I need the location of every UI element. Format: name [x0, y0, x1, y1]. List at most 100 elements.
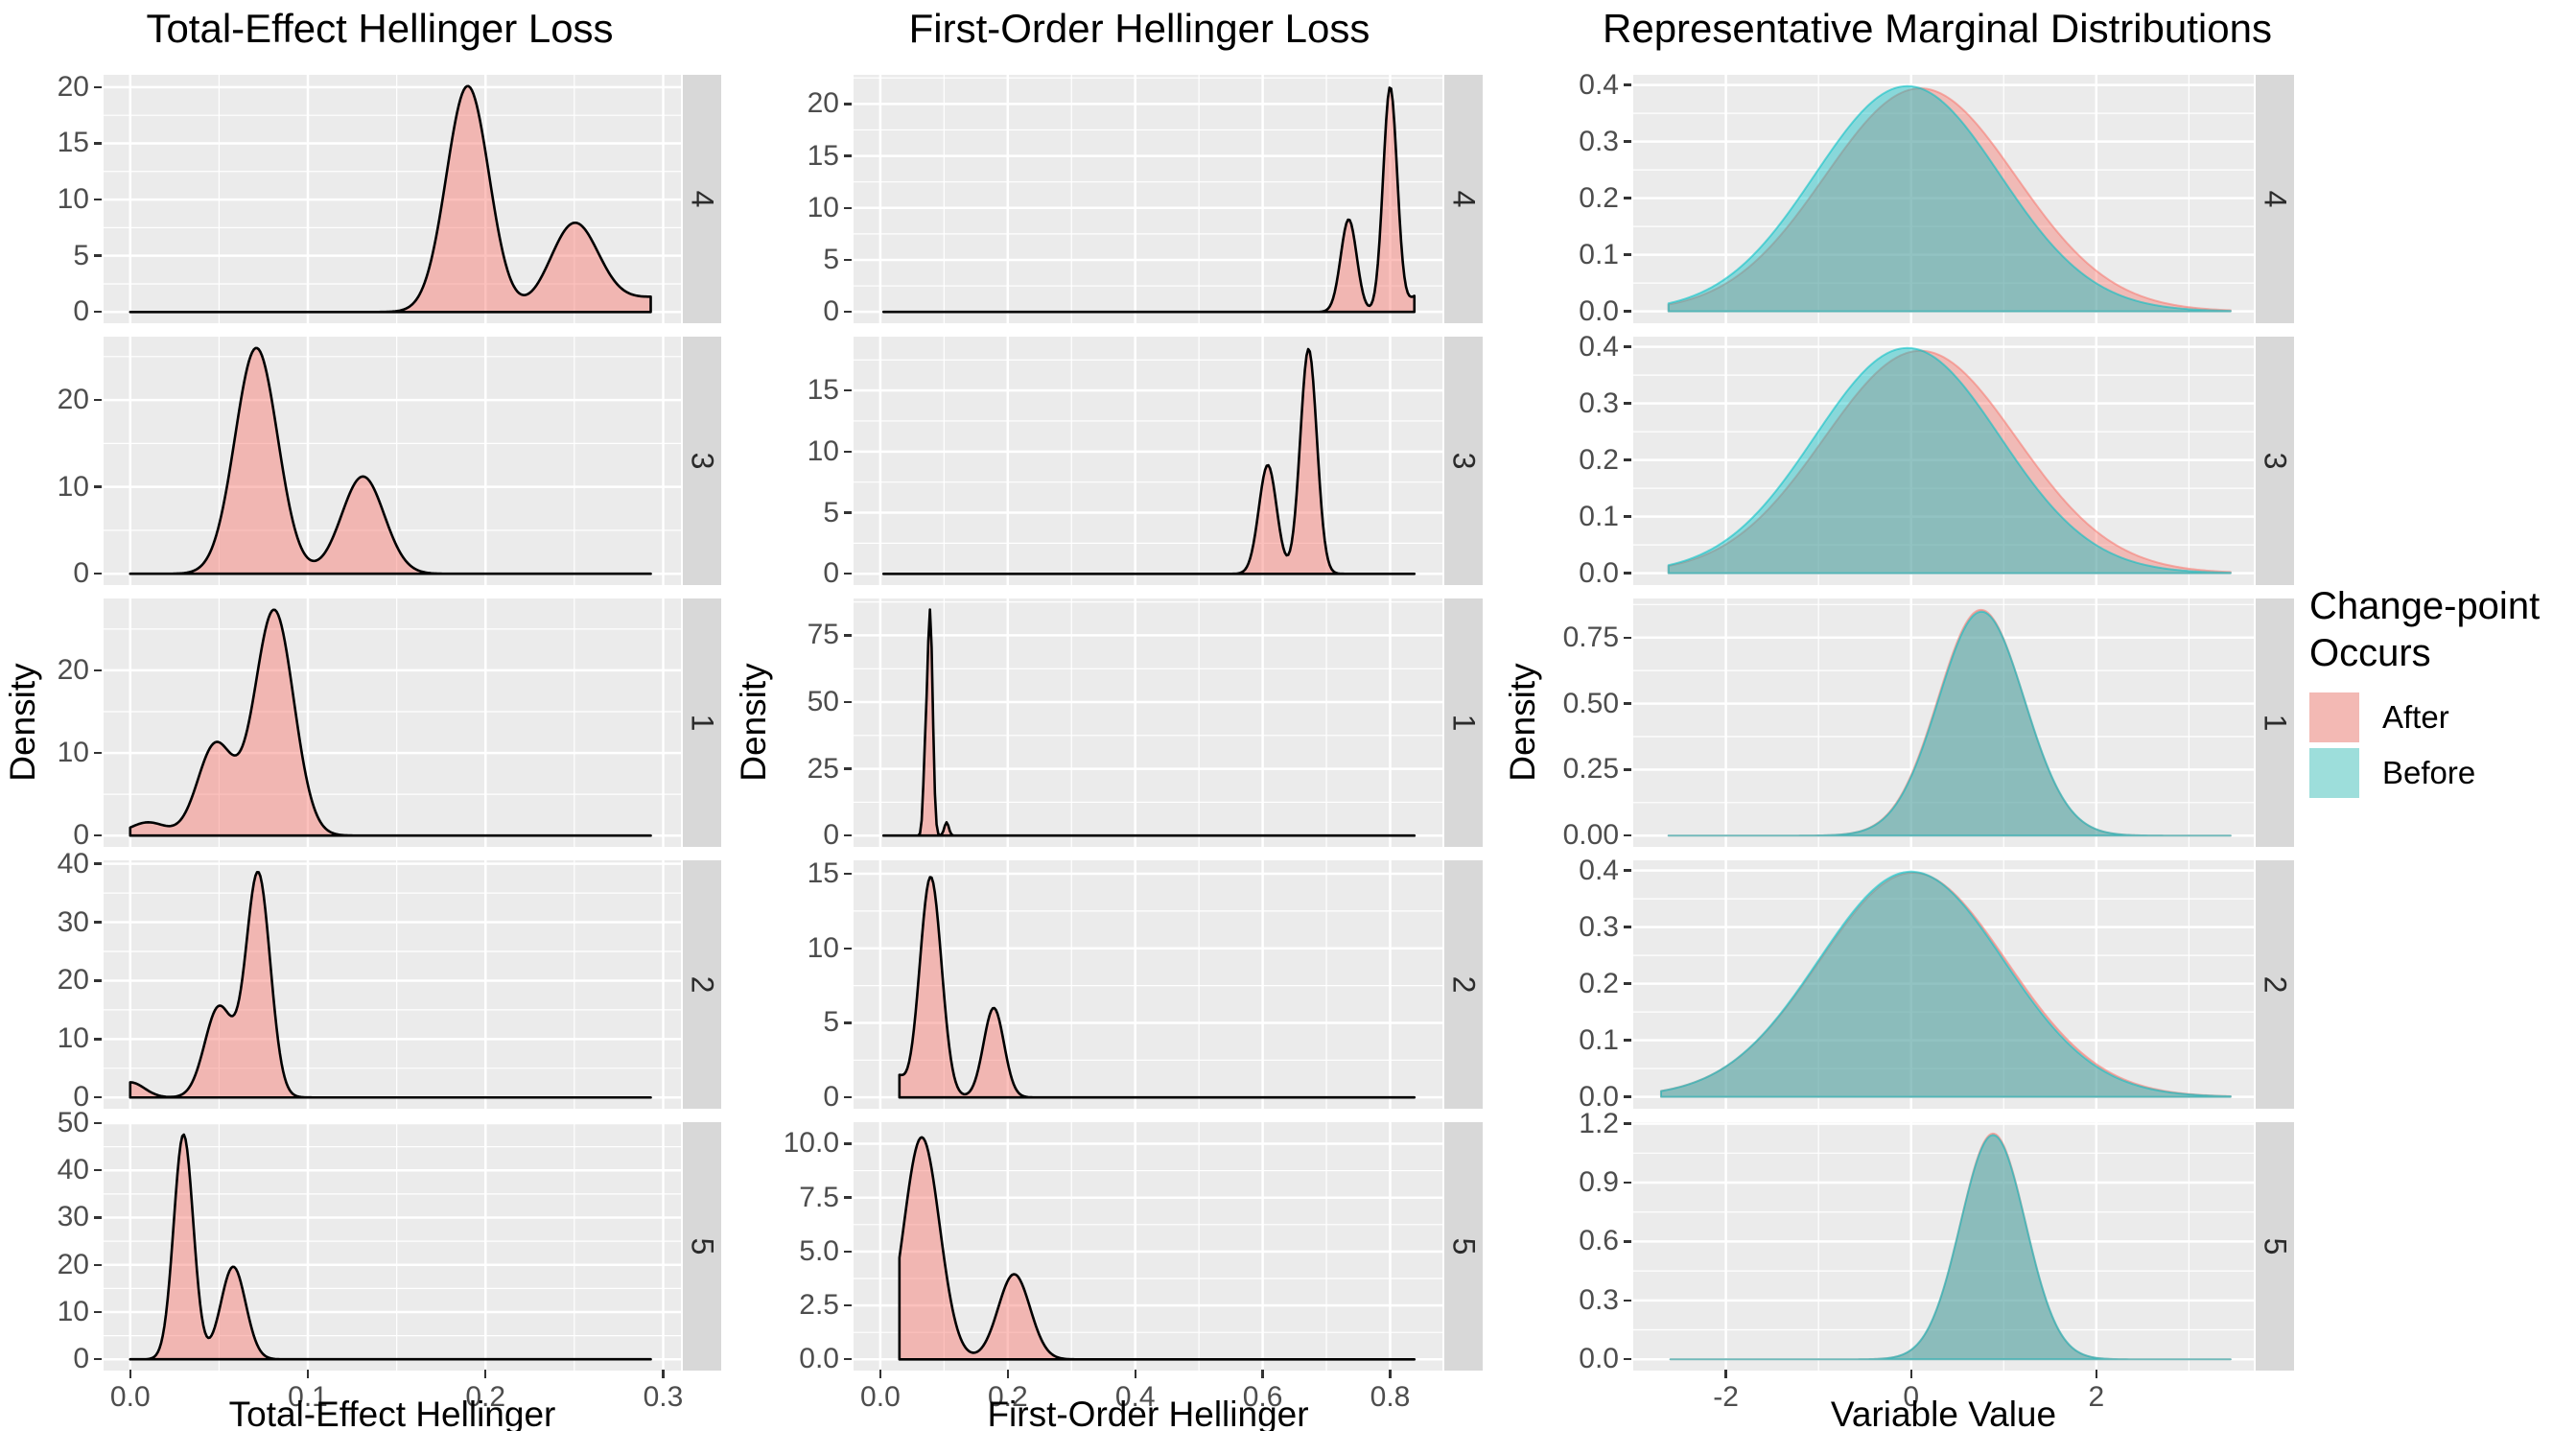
y-tick-label: 10 — [57, 1022, 89, 1055]
plot-title: First-Order Hellinger Loss — [908, 6, 1370, 51]
y-tick-mark — [844, 1021, 852, 1024]
x-tick-mark — [1909, 1370, 1912, 1378]
panel-background — [854, 75, 1442, 323]
y-tick-label: 75 — [807, 619, 839, 651]
facet-strip-1: 1 — [1444, 598, 1483, 847]
y-tick-mark — [844, 154, 852, 157]
y-tick-label: 7.5 — [799, 1181, 839, 1213]
y-tick-label: 0.0 — [799, 1343, 839, 1375]
legend-title: Change-point Occurs — [2309, 583, 2540, 677]
y-tick-mark — [844, 700, 852, 704]
y-tick-label: 10 — [57, 470, 89, 503]
y-tick-label: 0.2 — [1579, 443, 1619, 476]
x-tick-label: 0.4 — [1114, 1381, 1156, 1413]
density-curve-before — [1669, 1134, 2232, 1361]
y-tick-label: 0.75 — [1562, 621, 1619, 653]
y-tick-label: 1.2 — [1579, 1107, 1619, 1139]
density-panel-col1-facet-2 — [104, 860, 681, 1109]
facet-strip-label: 4 — [685, 190, 720, 208]
y-tick-mark — [844, 258, 852, 262]
panel-background — [854, 337, 1442, 585]
y-tick-mark — [1624, 310, 1631, 313]
x-tick-mark — [484, 1370, 487, 1378]
y-tick-label: 30 — [57, 905, 89, 938]
y-tick-mark — [1624, 458, 1631, 461]
y-tick-mark — [1624, 926, 1631, 928]
facet-strip-3: 3 — [1444, 337, 1483, 585]
y-tick-mark — [94, 751, 102, 755]
density-panel-col3-facet-1 — [1633, 598, 2254, 847]
y-tick-mark — [94, 979, 102, 982]
y-tick-mark — [94, 1038, 102, 1041]
plot-title: Representative Marginal Distributions — [1603, 6, 2272, 51]
y-tick-mark — [94, 1096, 102, 1099]
y-tick-mark — [1624, 768, 1631, 771]
y-tick-label: 0 — [823, 295, 839, 328]
panel-background — [1633, 1122, 2254, 1371]
y-tick-mark — [844, 450, 852, 453]
facet-strip-label: 4 — [2258, 190, 2293, 208]
y-tick-mark — [844, 1303, 852, 1307]
facet-strip-label: 3 — [2258, 452, 2293, 470]
y-tick-mark — [844, 1196, 852, 1199]
y-tick-mark — [1624, 1095, 1631, 1098]
facet-strip-1: 1 — [2256, 598, 2294, 847]
y-tick-mark — [844, 511, 852, 514]
density-curve-after — [898, 1136, 1417, 1361]
y-tick-label: 30 — [57, 1201, 89, 1233]
legend-swatch-after-icon — [2309, 692, 2359, 742]
density-curve-after — [1667, 349, 2232, 575]
y-tick-mark — [94, 198, 102, 201]
density-curve-after — [881, 608, 1417, 837]
y-tick-mark — [94, 573, 102, 575]
y-tick-label: 0 — [823, 557, 839, 590]
y-tick-mark — [844, 947, 852, 950]
facet-strip-label: 5 — [1446, 1237, 1482, 1255]
y-tick-label: 0.1 — [1579, 500, 1619, 532]
x-tick-label: 0 — [1903, 1381, 1920, 1413]
x-tick-label: 0.0 — [109, 1381, 151, 1413]
density-panel-col2-facet-2 — [854, 860, 1442, 1109]
legend-label-before: Before — [2382, 755, 2476, 790]
y-tick-label: 0.50 — [1562, 687, 1619, 719]
y-tick-label: 0.0 — [1579, 1080, 1619, 1113]
y-tick-mark — [94, 1216, 102, 1219]
y-tick-label: 0 — [73, 819, 89, 852]
y-tick-label: 0.25 — [1562, 753, 1619, 786]
y-tick-label: 10 — [57, 183, 89, 216]
y-tick-label: 15 — [807, 856, 839, 889]
density-curve-after — [1667, 87, 2232, 313]
y-tick-label: 25 — [807, 752, 839, 785]
facet-strip-4: 4 — [2256, 75, 2294, 323]
x-tick-label: 0.2 — [987, 1381, 1028, 1413]
density-panel-col1-facet-3 — [104, 337, 681, 585]
density-curve-before — [1667, 610, 2232, 837]
density-curve-before — [1667, 84, 2232, 313]
y-tick-label: 20 — [807, 87, 839, 120]
facet-strip-1: 1 — [683, 598, 721, 847]
x-tick-mark — [1134, 1370, 1136, 1378]
y-tick-mark — [94, 921, 102, 924]
facet-strip-label: 5 — [685, 1237, 720, 1255]
legend-item-after: After — [2309, 692, 2540, 742]
y-tick-mark — [844, 767, 852, 770]
y-tick-mark — [844, 103, 852, 106]
y-tick-label: 0.3 — [1579, 125, 1619, 157]
y-tick-mark — [94, 254, 102, 257]
y-tick-label: 40 — [57, 1154, 89, 1186]
y-tick-label: 0 — [73, 557, 89, 590]
y-tick-mark — [844, 1358, 852, 1361]
y-tick-label: 20 — [57, 1248, 89, 1280]
y-tick-label: 0.0 — [1579, 556, 1619, 589]
facet-strip-2: 2 — [1444, 860, 1483, 1109]
facet-strip-5: 5 — [683, 1122, 721, 1371]
density-panel-col2-facet-5 — [854, 1122, 1442, 1371]
x-tick-label: 0.6 — [1242, 1381, 1283, 1413]
density-panel-col3-facet-5 — [1633, 1122, 2254, 1371]
x-axis-title: Total-Effect Hellinger — [228, 1395, 556, 1431]
y-tick-label: 0 — [823, 1081, 839, 1114]
density-curve-after — [898, 876, 1417, 1099]
x-axis-title: First-Order Hellinger — [987, 1395, 1309, 1431]
density-curve-after — [129, 84, 652, 314]
